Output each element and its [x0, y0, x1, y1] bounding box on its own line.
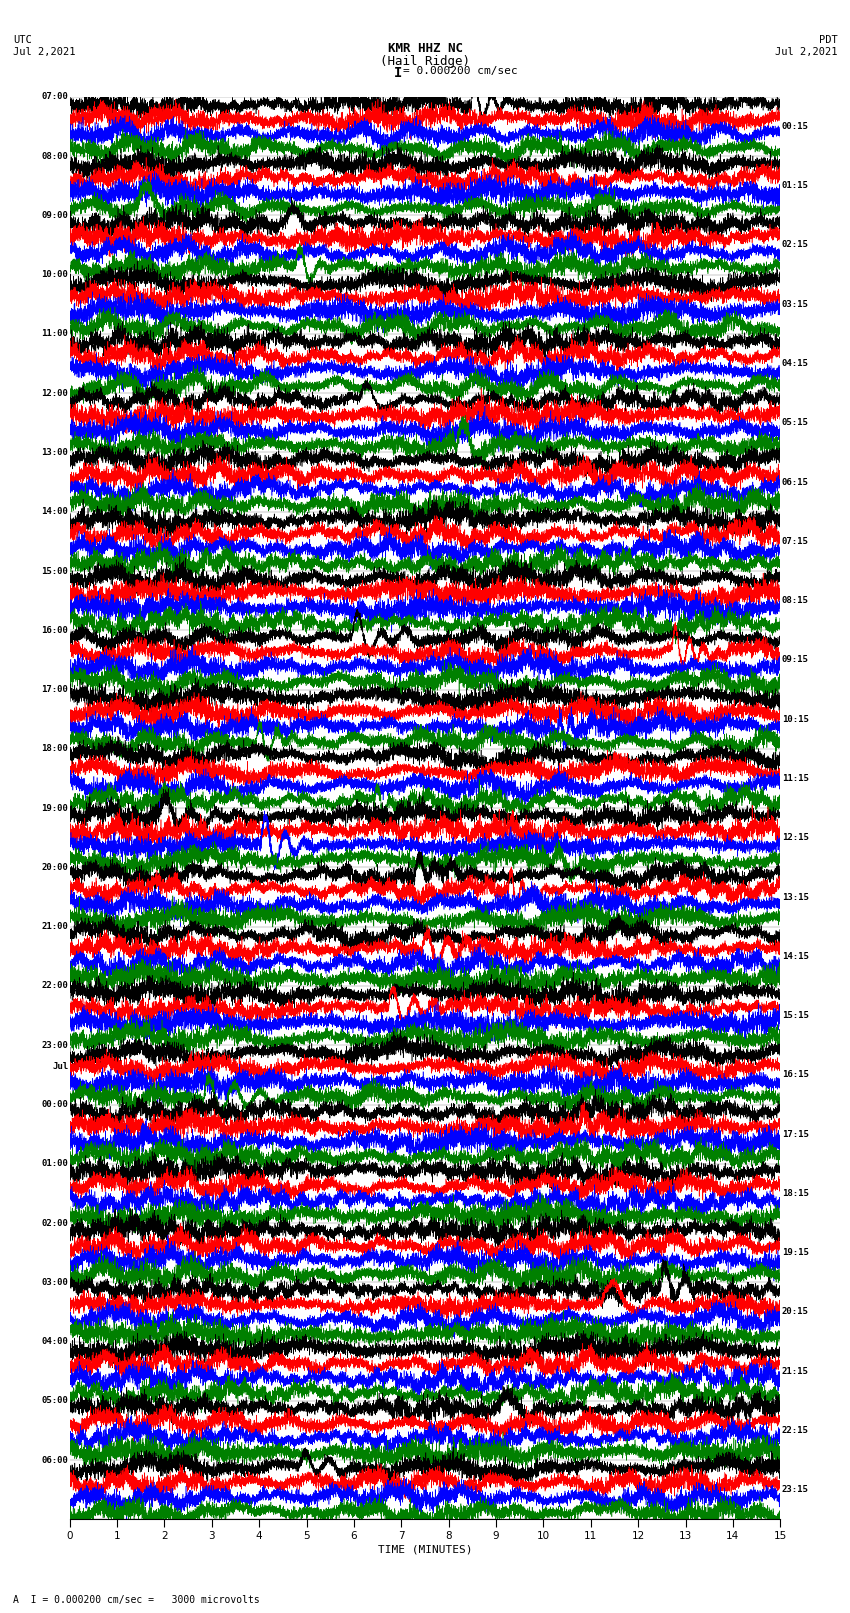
- Text: 21:00: 21:00: [42, 923, 68, 931]
- Text: 07:00: 07:00: [42, 92, 68, 102]
- Text: 23:00: 23:00: [42, 1040, 68, 1050]
- Text: 08:15: 08:15: [782, 597, 808, 605]
- Text: 13:00: 13:00: [42, 448, 68, 456]
- Text: 10:00: 10:00: [42, 269, 68, 279]
- Text: 10:15: 10:15: [782, 715, 808, 724]
- Text: 06:15: 06:15: [782, 477, 808, 487]
- Text: 04:15: 04:15: [782, 360, 808, 368]
- Text: Jul 2,2021: Jul 2,2021: [774, 47, 837, 56]
- Text: 08:00: 08:00: [42, 152, 68, 161]
- X-axis label: TIME (MINUTES): TIME (MINUTES): [377, 1545, 473, 1555]
- Text: 23:15: 23:15: [782, 1486, 808, 1494]
- Text: 03:00: 03:00: [42, 1277, 68, 1287]
- Text: 21:15: 21:15: [782, 1366, 808, 1376]
- Text: 04:00: 04:00: [42, 1337, 68, 1347]
- Text: 06:00: 06:00: [42, 1455, 68, 1465]
- Text: 14:15: 14:15: [782, 952, 808, 961]
- Text: UTC: UTC: [13, 35, 31, 45]
- Text: Jul 2,2021: Jul 2,2021: [13, 47, 76, 56]
- Text: 22:00: 22:00: [42, 981, 68, 990]
- Text: 11:15: 11:15: [782, 774, 808, 782]
- Text: 05:15: 05:15: [782, 418, 808, 427]
- Text: 01:00: 01:00: [42, 1160, 68, 1168]
- Text: KMR HHZ NC: KMR HHZ NC: [388, 42, 462, 55]
- Text: 01:15: 01:15: [782, 181, 808, 190]
- Text: 09:15: 09:15: [782, 655, 808, 665]
- Text: A  I = 0.000200 cm/sec =   3000 microvolts: A I = 0.000200 cm/sec = 3000 microvolts: [13, 1595, 259, 1605]
- Text: 19:15: 19:15: [782, 1248, 808, 1257]
- Text: 07:15: 07:15: [782, 537, 808, 545]
- Text: I: I: [394, 66, 402, 81]
- Text: 05:00: 05:00: [42, 1397, 68, 1405]
- Text: 15:15: 15:15: [782, 1011, 808, 1019]
- Text: 03:15: 03:15: [782, 300, 808, 308]
- Text: 09:00: 09:00: [42, 211, 68, 219]
- Text: 20:15: 20:15: [782, 1308, 808, 1316]
- Text: 18:15: 18:15: [782, 1189, 808, 1198]
- Text: 13:15: 13:15: [782, 892, 808, 902]
- Text: Jul: Jul: [52, 1061, 68, 1071]
- Text: 20:00: 20:00: [42, 863, 68, 873]
- Text: 17:15: 17:15: [782, 1129, 808, 1139]
- Text: 16:00: 16:00: [42, 626, 68, 636]
- Text: 22:15: 22:15: [782, 1426, 808, 1436]
- Text: 12:00: 12:00: [42, 389, 68, 398]
- Text: 11:00: 11:00: [42, 329, 68, 339]
- Text: 00:00: 00:00: [42, 1100, 68, 1110]
- Text: 12:15: 12:15: [782, 834, 808, 842]
- Text: 17:00: 17:00: [42, 686, 68, 694]
- Text: (Hail Ridge): (Hail Ridge): [380, 55, 470, 68]
- Text: 00:15: 00:15: [782, 123, 808, 131]
- Text: 19:00: 19:00: [42, 803, 68, 813]
- Text: 18:00: 18:00: [42, 744, 68, 753]
- Text: 14:00: 14:00: [42, 506, 68, 516]
- Text: = 0.000200 cm/sec: = 0.000200 cm/sec: [403, 66, 518, 76]
- Text: 15:00: 15:00: [42, 566, 68, 576]
- Text: 02:15: 02:15: [782, 240, 808, 250]
- Text: PDT: PDT: [819, 35, 837, 45]
- Text: 02:00: 02:00: [42, 1218, 68, 1227]
- Text: 16:15: 16:15: [782, 1071, 808, 1079]
